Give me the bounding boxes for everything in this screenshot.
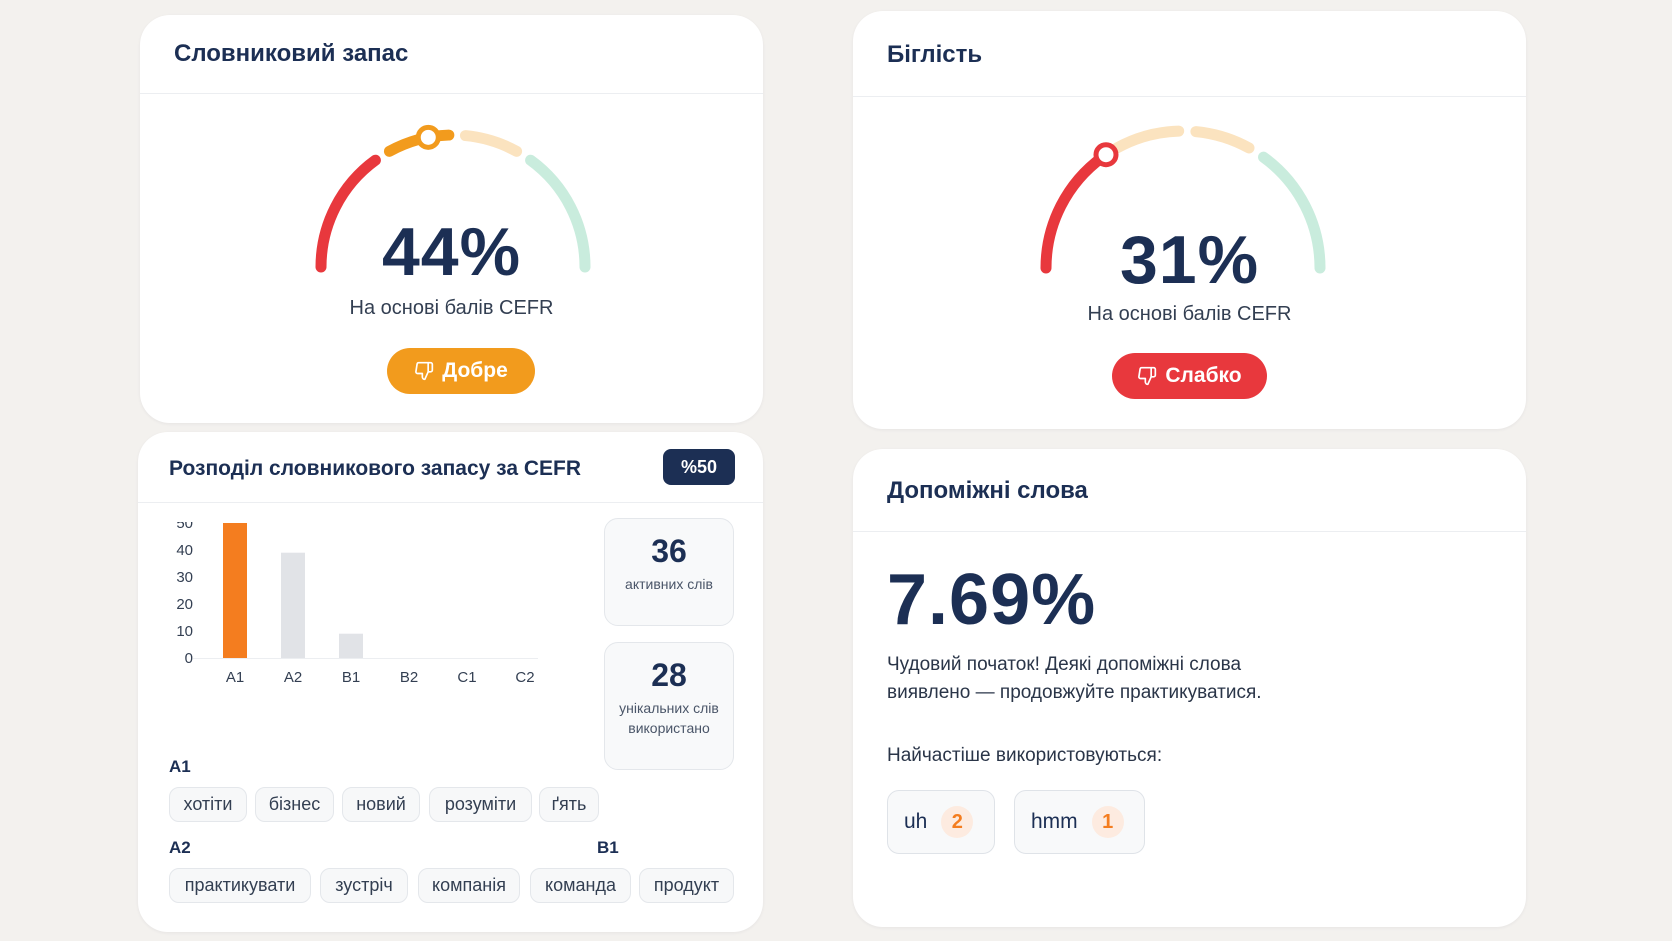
gauge-segment [1190,126,1255,154]
x-tick-label: C2 [515,669,534,686]
filler-count: 2 [941,806,974,838]
percent-badge: %50 [663,449,735,485]
card-title: Допоміжні слова [887,477,1088,504]
gauge-segment [315,154,381,273]
gauge-segment [1258,151,1326,274]
card-title: Біглість [887,41,983,68]
filler-word: uh [904,810,928,833]
x-tick-label: B1 [342,669,360,686]
filler-words-card: Допоміжні слова 7.69% Чудовий початок! Д… [853,449,1526,927]
x-tick-label: A1 [226,669,244,686]
bar-a2 [281,552,305,658]
filler-word: hmm [1031,810,1078,833]
unique-words-stat: 28 унікальних слів використано [604,642,734,770]
x-tick-label: C1 [457,669,476,686]
thumbs-down-icon [1138,366,1157,386]
y-tick-label: 10 [176,623,193,640]
filler-description: Чудовий початок! Деякі допоміжні слова в… [887,654,1262,703]
gauge-indicator [1093,142,1119,168]
gauge-segment [1111,125,1185,154]
filler-word-chip: hmm 1 [1014,790,1145,854]
gauge-segment [525,154,591,273]
filler-percent: 7.69% [887,560,1097,640]
active-words-stat: 36 активних слів [604,518,734,626]
filler-count: 1 [1091,806,1124,838]
word-chip: бізнес [255,787,334,822]
fluency-card: Біглість 31% На основі балів CEFR Слабко [853,11,1526,429]
card-header: Біглість [853,11,1526,97]
word-chip: зустріч [320,868,408,903]
active-words-label: активних слів [625,576,713,592]
card-title: Словниковий запас [174,40,409,67]
rating-label: Слабко [1165,364,1242,387]
word-chip: компанія [418,868,520,903]
x-tick-label: B2 [400,669,418,686]
unique-words-count: 28 [651,657,687,693]
level-label-a1: A1 [169,757,191,776]
y-tick-label: 30 [176,569,193,586]
gauge-segment [459,130,523,157]
word-chip: ґять [539,787,599,822]
y-tick-label: 20 [176,596,193,613]
level-label-a2: A2 [169,838,191,857]
frequent-words-label: Найчастіше використовуються: [887,745,1163,766]
word-chip: практикувати [169,868,311,903]
y-tick-label: 50 [176,522,193,532]
word-chip: команда [530,868,631,903]
card-header: Розподіл словникового запасу за CEFR %50 [138,432,763,503]
filler-word-chip: uh 2 [887,790,995,854]
bar-b1 [339,633,363,658]
gauge-indicator [415,124,441,150]
gauge-segment [1040,151,1108,274]
fluency-subtitle: На основі балів CEFR [1087,303,1292,325]
vocabulary-card: Словниковий запас 44% На основі балів CE… [140,15,763,423]
thumbs-down-icon [415,361,434,381]
y-tick-label: 40 [176,542,193,559]
unique-words-label: унікальних слів використано [619,700,719,736]
card-header: Словниковий запас [140,15,763,94]
word-chip: продукт [639,868,734,903]
active-words-count: 36 [651,533,687,569]
fluency-percent: 31% [1119,222,1260,298]
y-tick-label: 0 [185,650,193,667]
vocabulary-subtitle: На основі балів CEFR [349,297,554,319]
x-tick-label: A2 [284,669,302,686]
card-header: Допоміжні слова [853,449,1526,532]
card-title: Розподіл словникового запасу за CEFR [169,457,582,480]
level-label-b1: B1 [597,838,619,857]
vocabulary-percent: 44% [381,214,522,290]
fluency-gauge [1040,125,1326,274]
word-chip: хотіти [169,787,247,822]
word-chip: новий [342,787,420,822]
fluency-rating-badge: Слабко [1112,353,1267,399]
vocabulary-gauge [315,124,591,273]
bar-a1 [223,523,247,658]
word-chip: розуміти [429,787,532,822]
rating-label: Добре [442,359,508,382]
cefr-bar-chart: 0 10 20 30 40 50 A1 A2 B1 B2 C1 C2 [176,522,538,686]
cefr-distribution-card: Розподіл словникового запасу за CEFR %50… [138,432,763,932]
vocabulary-rating-badge: Добре [387,348,535,394]
